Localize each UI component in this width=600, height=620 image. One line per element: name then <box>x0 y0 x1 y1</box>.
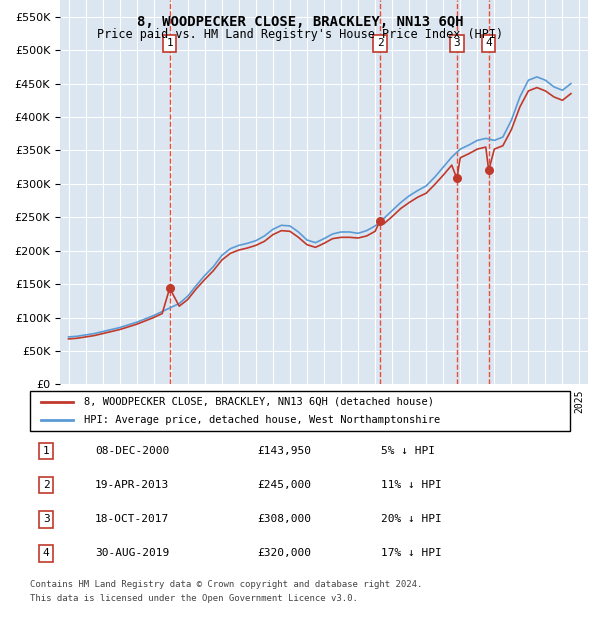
Text: 2: 2 <box>43 480 50 490</box>
Text: 5% ↓ HPI: 5% ↓ HPI <box>381 446 435 456</box>
Text: 3: 3 <box>454 38 460 48</box>
Text: 19-APR-2013: 19-APR-2013 <box>95 480 169 490</box>
Text: £143,950: £143,950 <box>257 446 311 456</box>
Point <box>484 166 494 175</box>
Text: 30-AUG-2019: 30-AUG-2019 <box>95 548 169 559</box>
Text: 3: 3 <box>43 514 50 525</box>
Text: 11% ↓ HPI: 11% ↓ HPI <box>381 480 442 490</box>
Text: £308,000: £308,000 <box>257 514 311 525</box>
Point <box>165 283 175 293</box>
Text: 1: 1 <box>43 446 50 456</box>
Text: 18-OCT-2017: 18-OCT-2017 <box>95 514 169 525</box>
FancyBboxPatch shape <box>30 391 570 431</box>
Text: 8, WOODPECKER CLOSE, BRACKLEY, NN13 6QH: 8, WOODPECKER CLOSE, BRACKLEY, NN13 6QH <box>137 16 463 30</box>
Text: This data is licensed under the Open Government Licence v3.0.: This data is licensed under the Open Gov… <box>30 594 358 603</box>
Point <box>376 216 385 226</box>
Text: £320,000: £320,000 <box>257 548 311 559</box>
Text: 1: 1 <box>166 38 173 48</box>
Text: 08-DEC-2000: 08-DEC-2000 <box>95 446 169 456</box>
Text: 4: 4 <box>485 38 492 48</box>
Text: Contains HM Land Registry data © Crown copyright and database right 2024.: Contains HM Land Registry data © Crown c… <box>30 580 422 589</box>
Text: 17% ↓ HPI: 17% ↓ HPI <box>381 548 442 559</box>
Text: Price paid vs. HM Land Registry's House Price Index (HPI): Price paid vs. HM Land Registry's House … <box>97 28 503 41</box>
Point <box>452 174 461 184</box>
Text: 8, WOODPECKER CLOSE, BRACKLEY, NN13 6QH (detached house): 8, WOODPECKER CLOSE, BRACKLEY, NN13 6QH … <box>84 397 434 407</box>
Text: 2: 2 <box>377 38 383 48</box>
Text: £245,000: £245,000 <box>257 480 311 490</box>
Text: 4: 4 <box>43 548 50 559</box>
Text: HPI: Average price, detached house, West Northamptonshire: HPI: Average price, detached house, West… <box>84 415 440 425</box>
Text: 20% ↓ HPI: 20% ↓ HPI <box>381 514 442 525</box>
